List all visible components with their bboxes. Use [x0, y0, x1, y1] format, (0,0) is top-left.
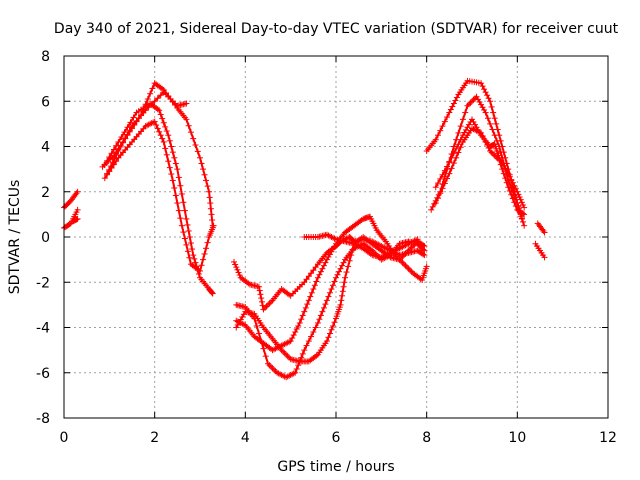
plot-frame [63, 55, 609, 419]
series-markers [104, 89, 190, 177]
y-tick-label: -6 [36, 366, 50, 382]
y-axis-label: SDTVAR / TECUs [7, 180, 23, 295]
x-tick-label: 4 [241, 430, 250, 446]
x-tick-label: 10 [508, 430, 526, 446]
chart-title: Day 340 of 2021, Sidereal Day-to-day VTE… [54, 21, 619, 37]
series-markers [301, 231, 421, 261]
x-tick-label: 12 [599, 430, 617, 446]
x-tick-label: 0 [60, 430, 69, 446]
y-tick-label: 6 [41, 94, 50, 110]
x-tick-label: 8 [422, 430, 431, 446]
y-tick-label: 2 [41, 185, 50, 201]
series-markers [70, 215, 81, 225]
x-axis-label: GPS time / hours [277, 459, 394, 475]
series-markers [428, 93, 528, 229]
data-series [61, 77, 548, 381]
series-s2 [61, 93, 528, 354]
x-tick-label: 6 [332, 430, 341, 446]
y-tick-label: 8 [41, 49, 50, 65]
x-tick-label: 2 [150, 430, 159, 446]
series-markers [432, 116, 528, 211]
series-markers [532, 240, 548, 261]
y-tick-label: -4 [36, 321, 50, 337]
y-tick-label: -8 [36, 411, 50, 427]
y-tick-label: -2 [36, 275, 50, 291]
grid-lines [64, 56, 608, 418]
series-markers [534, 220, 548, 236]
axis-ticks: 0 2 4 6 8 10 12 -8 -6 -4 -2 0 2 4 6 8 [36, 49, 617, 446]
series-s5 [301, 231, 421, 261]
y-tick-label: 4 [41, 140, 50, 156]
y-tick-label: 0 [41, 230, 50, 246]
